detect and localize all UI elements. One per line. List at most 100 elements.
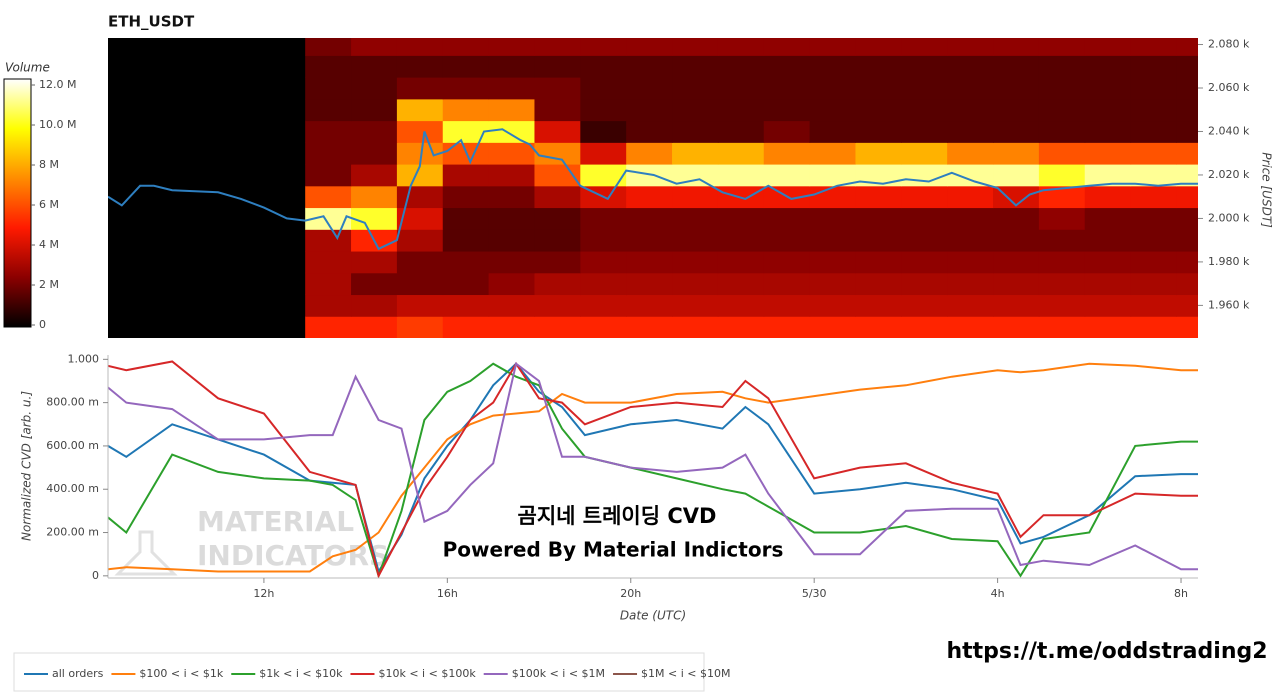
heat-cell xyxy=(488,120,535,143)
heat-cell xyxy=(442,207,490,230)
heat-cell xyxy=(442,55,490,78)
heat-cell xyxy=(1084,207,1132,230)
watermark-text: INDICATORS xyxy=(197,539,389,572)
heat-cell xyxy=(1038,316,1086,338)
heat-cell xyxy=(534,142,581,165)
heat-cell xyxy=(396,164,444,187)
heat-cell xyxy=(1084,120,1132,143)
y-tick-label: 2.020 k xyxy=(1208,168,1250,181)
heat-cell xyxy=(580,272,627,296)
heat-cell xyxy=(534,98,581,122)
heat-cell xyxy=(626,120,673,143)
heat-cell xyxy=(993,164,1040,187)
watermark-text: MATERIAL xyxy=(197,505,354,538)
heat-cell xyxy=(305,316,352,338)
heat-cell xyxy=(626,316,673,338)
heat-cell xyxy=(1176,98,1198,122)
heat-cell xyxy=(947,316,994,338)
heat-cell xyxy=(534,120,581,143)
cvd-line xyxy=(108,360,1198,578)
heat-cell xyxy=(855,316,902,338)
heat-cell xyxy=(1084,38,1132,56)
heat-cell xyxy=(351,294,398,317)
heat-cell xyxy=(1038,55,1086,78)
heat-cell xyxy=(717,98,765,122)
heat-cell xyxy=(672,164,719,187)
heat-cell xyxy=(901,120,948,143)
heat-cell xyxy=(993,229,1040,252)
heat-cell xyxy=(442,251,490,274)
heat-cell xyxy=(717,38,765,56)
heat-cell xyxy=(580,207,627,230)
heat-cell xyxy=(1084,98,1132,122)
heat-cell xyxy=(763,229,811,252)
heat-cell xyxy=(672,77,719,100)
y-tick-label: 2.060 k xyxy=(1208,81,1250,94)
heat-cell xyxy=(1130,185,1177,209)
heat-cell xyxy=(442,294,490,317)
heat-cell xyxy=(442,316,490,338)
heat-cell xyxy=(809,55,856,78)
cvd-lines xyxy=(108,360,1198,578)
heat-cell xyxy=(442,98,490,122)
heat-cell xyxy=(1038,142,1086,165)
heat-cell xyxy=(993,38,1040,56)
heat-cell xyxy=(901,38,948,56)
heat-cell xyxy=(993,98,1040,122)
heat-cell xyxy=(442,229,490,252)
heat-cell xyxy=(534,77,581,100)
heat-cell xyxy=(1176,294,1198,317)
y-axis-label: Normalized CVD [arb. u.] xyxy=(20,391,34,541)
heat-cell xyxy=(763,207,811,230)
heat-cell xyxy=(1176,272,1198,296)
heat-cell xyxy=(580,164,627,187)
heat-cell xyxy=(488,251,535,274)
heat-cell xyxy=(442,120,490,143)
heat-cell xyxy=(717,272,765,296)
heat-cell xyxy=(351,120,398,143)
heat-cell xyxy=(763,98,811,122)
heat-cell xyxy=(809,272,856,296)
heat-cell xyxy=(1038,229,1086,252)
watermark: MATERIAL INDICATORS xyxy=(114,505,389,576)
heat-cell xyxy=(809,142,856,165)
heat-cell xyxy=(1130,55,1177,78)
heat-cell xyxy=(534,38,581,56)
y-tick-label: 1.980 k xyxy=(1208,255,1250,268)
colorbar-label: Volume xyxy=(5,61,50,75)
heat-cell xyxy=(672,142,719,165)
heat-cell xyxy=(534,185,581,209)
heat-cell xyxy=(1176,207,1198,230)
heat-cell xyxy=(626,251,673,274)
colorbar-tick-label: 0 xyxy=(39,318,46,331)
heat-cell xyxy=(396,38,444,56)
heat-cell xyxy=(534,207,581,230)
heat-cell xyxy=(809,120,856,143)
footer-link[interactable]: https://t.me/oddstrading2 xyxy=(946,639,1267,664)
heat-cell xyxy=(809,98,856,122)
heat-cell xyxy=(1084,77,1132,100)
heat-cell xyxy=(534,272,581,296)
heat-cell xyxy=(580,120,627,143)
heat-cell xyxy=(1038,120,1086,143)
heat-cell xyxy=(1130,77,1177,100)
heat-cell xyxy=(993,142,1040,165)
x-tick-label: 8h xyxy=(1174,587,1188,600)
heat-cell xyxy=(351,98,398,122)
heat-cell xyxy=(672,185,719,209)
heat-cell xyxy=(396,272,444,296)
heat-cell xyxy=(442,77,490,100)
heat-cell xyxy=(993,55,1040,78)
heat-cell xyxy=(488,142,535,165)
heat-cell xyxy=(1176,120,1198,143)
heat-cell xyxy=(717,229,765,252)
heat-cell xyxy=(351,207,398,230)
heat-cell xyxy=(809,38,856,56)
heat-cell xyxy=(396,229,444,252)
heat-cell xyxy=(396,185,444,209)
cvd-line xyxy=(108,361,1198,571)
heat-cell xyxy=(901,294,948,317)
heat-cell xyxy=(763,272,811,296)
heat-cell xyxy=(1130,294,1177,317)
